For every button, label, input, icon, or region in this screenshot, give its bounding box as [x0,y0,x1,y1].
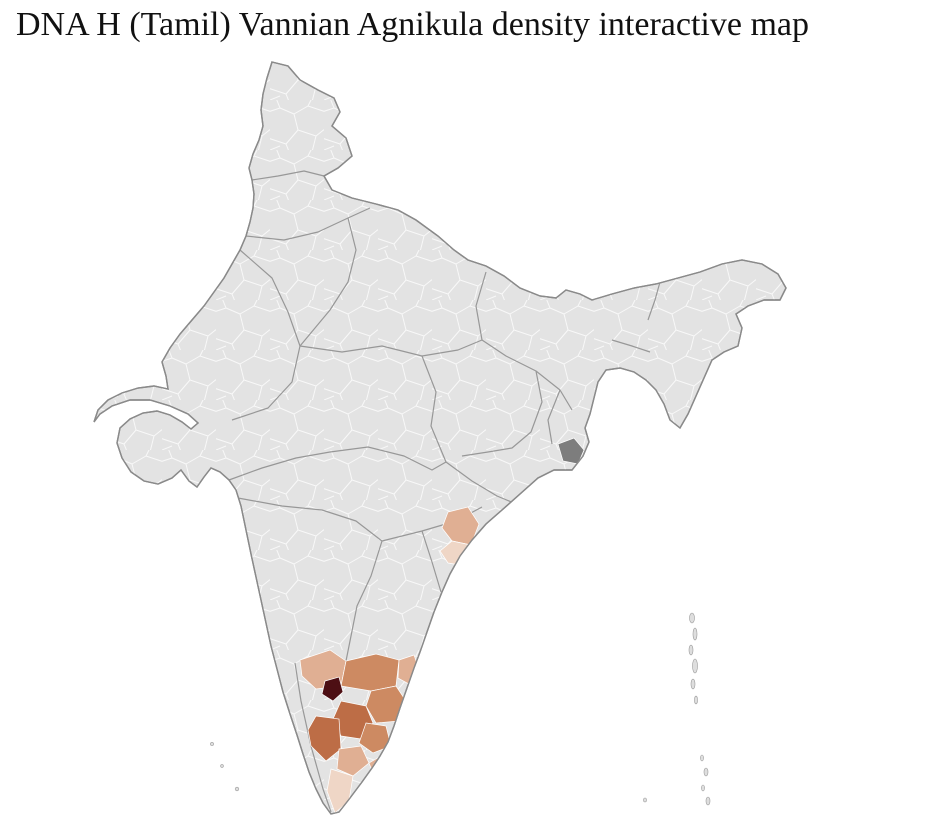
island[interactable] [234,786,240,792]
state-border [475,271,487,341]
state-border [345,540,383,662]
island[interactable] [692,658,698,674]
island[interactable] [701,784,705,792]
island[interactable] [689,612,695,624]
state-border [647,281,661,321]
andaman-islands[interactable] [688,612,698,705]
district-region[interactable] [321,676,344,702]
nicobar-islands[interactable] [643,754,711,806]
state-border [245,207,371,241]
state-border [237,497,383,542]
state-border [421,530,442,593]
island[interactable] [688,644,694,656]
island[interactable] [643,797,647,803]
island[interactable] [220,764,224,768]
island[interactable] [694,695,698,705]
state-border [251,170,325,181]
district-region[interactable] [307,715,342,762]
island[interactable] [703,767,709,777]
state-border [461,370,543,457]
island[interactable] [700,754,704,762]
state-border [228,446,447,481]
state-border [611,339,651,353]
district-grid-texture [94,62,786,814]
state-border [445,461,522,507]
state-border [547,389,561,445]
page-title: DNA H (Tamil) Vannian Agnikula density i… [16,6,809,43]
district-region[interactable] [557,437,585,465]
island[interactable] [705,796,711,806]
island[interactable] [210,742,214,746]
state-border [299,339,573,411]
state-border [421,355,447,463]
lakshadweep-islands[interactable] [210,742,240,792]
island[interactable] [690,678,696,690]
state-border [299,217,357,347]
island[interactable] [692,627,698,641]
district-region[interactable] [358,722,392,754]
district-region[interactable] [336,745,370,777]
